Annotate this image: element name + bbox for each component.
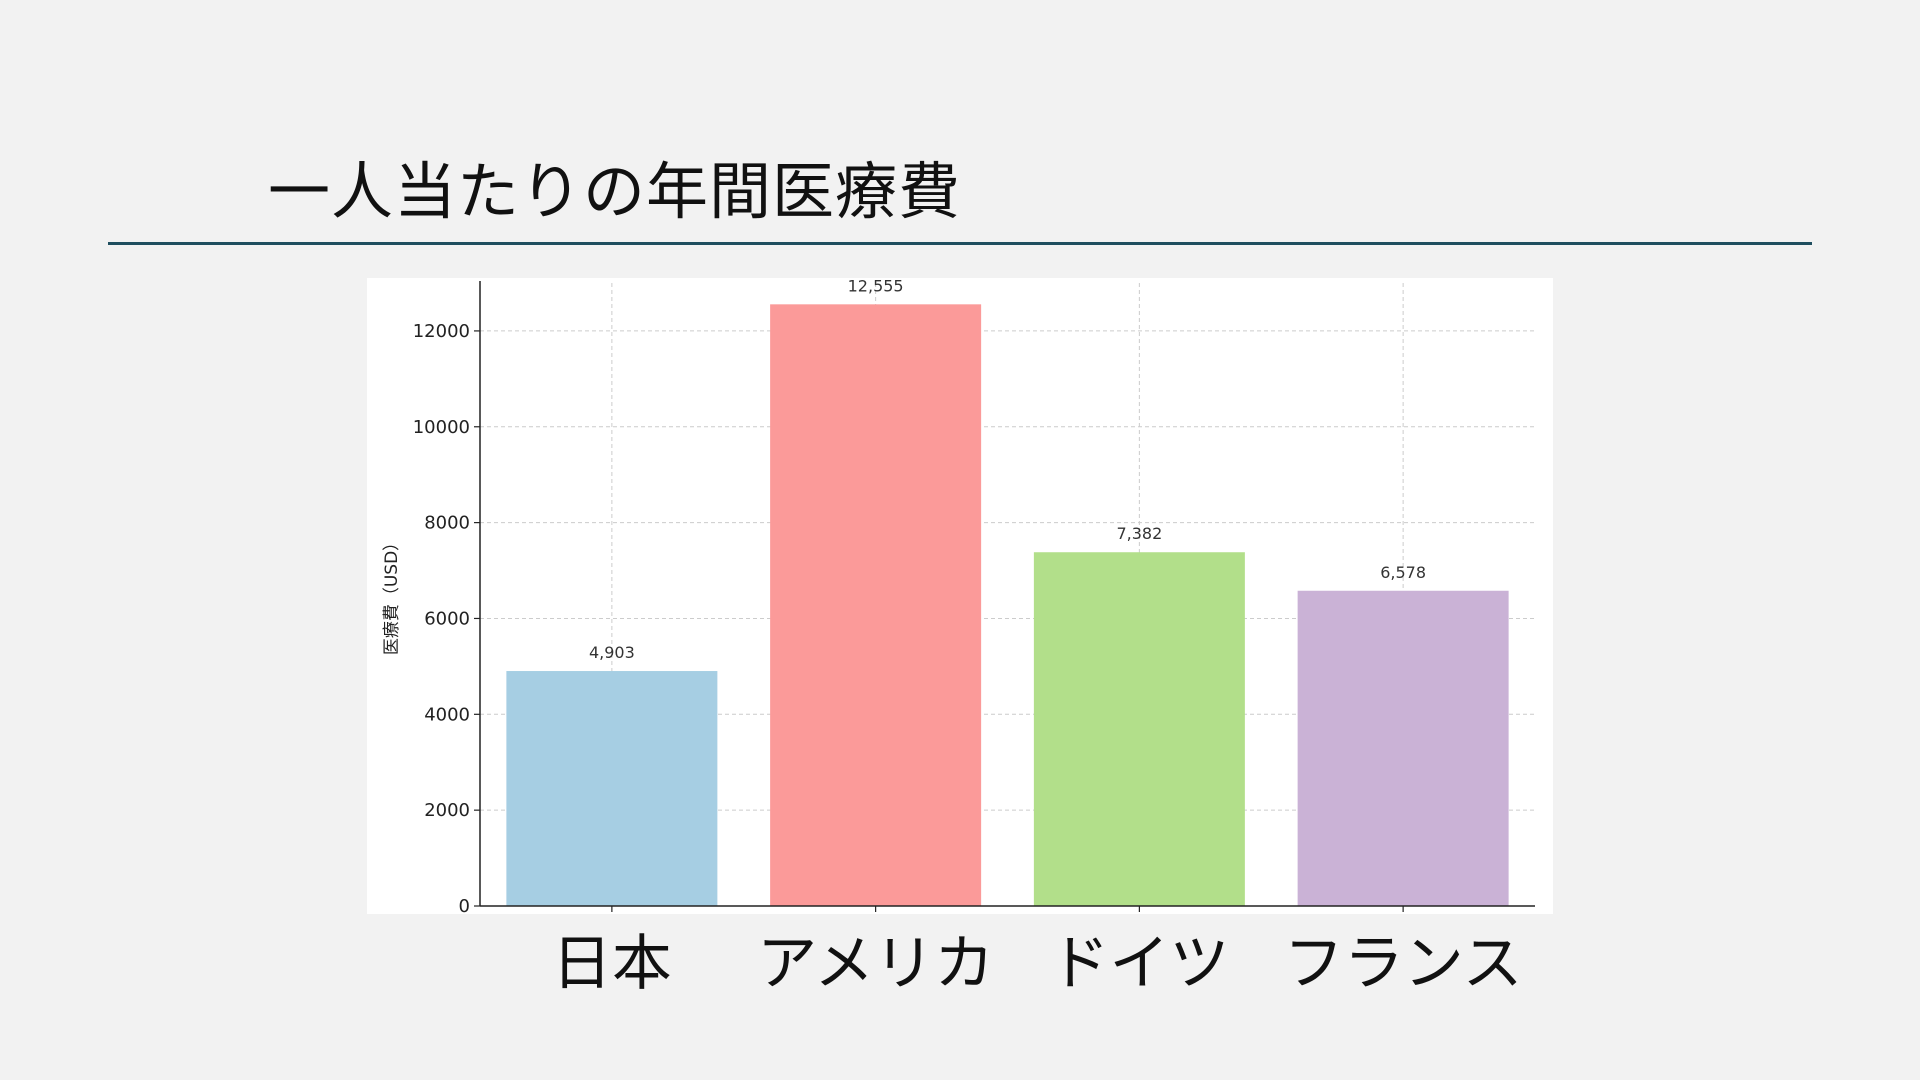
y-tick-label: 12000 — [413, 321, 470, 342]
y-axis-label: 医療費（USD） — [382, 534, 402, 655]
axis-layer: 0 2000 4000 6000 8000 10000 12000 — [413, 281, 1535, 914]
y-tick-label: 10000 — [413, 417, 470, 438]
bar — [770, 304, 982, 906]
bar — [1033, 552, 1245, 906]
bar — [506, 671, 718, 906]
y-tick-label: 2000 — [424, 800, 470, 821]
value-label: 7,382 — [1116, 524, 1162, 543]
slide-title: 一人当たりの年間医療費 — [268, 155, 962, 228]
category-label: 日本 — [551, 929, 672, 999]
y-tick-label: 8000 — [424, 513, 470, 534]
bar — [1297, 590, 1509, 906]
bar-layer — [506, 304, 1509, 906]
chart-panel: 0 2000 4000 6000 8000 10000 12000 4,903 12,555 7… — [367, 278, 1553, 914]
category-label: フランス — [1283, 929, 1523, 999]
category-label: ドイツ — [1049, 929, 1230, 999]
value-label: 12,555 — [848, 278, 904, 295]
value-label: 4,903 — [589, 643, 635, 662]
y-tick-label: 4000 — [424, 704, 470, 725]
y-tick-label: 0 — [459, 896, 470, 914]
y-tick-label: 6000 — [424, 608, 470, 629]
title-divider — [108, 242, 1812, 245]
value-label: 6,578 — [1380, 563, 1426, 582]
bar-chart: 0 2000 4000 6000 8000 10000 12000 4,903 12,555 7… — [382, 278, 1535, 914]
label-layer: 4,903 12,555 7,382 6,578 医療費（USD） — [382, 278, 1426, 662]
category-label: アメリカ — [757, 929, 995, 999]
